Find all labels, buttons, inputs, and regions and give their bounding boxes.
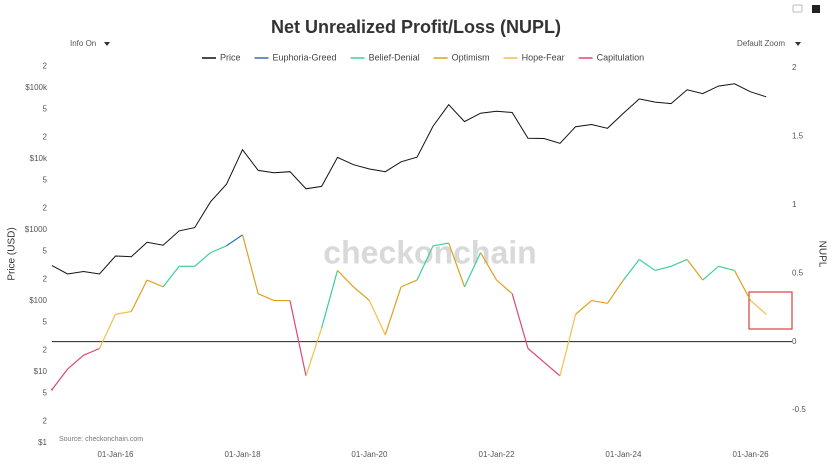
nupl-segment <box>400 279 418 288</box>
y-tick-label: $10 <box>34 367 48 376</box>
x-tick-label: 01-Jan-22 <box>479 450 516 459</box>
nupl-segment <box>416 245 434 281</box>
nupl-segment <box>575 300 592 315</box>
nupl-segment <box>622 259 640 281</box>
x-tick-label: 01-Jan-18 <box>225 450 262 459</box>
y-axis-label: Price (USD) <box>7 227 18 280</box>
x-tick-label: 01-Jan-16 <box>97 450 134 459</box>
y2-tick-label: 2 <box>792 63 797 72</box>
price-line <box>51 83 767 275</box>
y-tick-label: 5 <box>43 104 48 113</box>
y-tick-label: 5 <box>43 388 48 397</box>
nupl-segment <box>83 347 100 356</box>
y-tick-label: $1000 <box>25 225 48 234</box>
nupl-segment <box>432 242 449 247</box>
nupl-segment <box>289 300 307 377</box>
legend-label: Belief-Denial <box>369 52 420 62</box>
legend-label: Hope-Fear <box>522 52 565 62</box>
nupl-segment <box>146 279 164 288</box>
chart-title: Net Unrealized Profit/Loss (NUPL) <box>271 17 561 37</box>
nupl-segment <box>353 286 370 302</box>
legend-label: Price <box>220 52 241 62</box>
camera-icon[interactable] <box>792 4 803 13</box>
y-tick-label: 2 <box>43 204 48 213</box>
nupl-segment <box>559 314 577 377</box>
nupl-segment <box>527 348 545 363</box>
nupl-segment <box>511 293 529 349</box>
chart-icon[interactable] <box>812 5 820 13</box>
nupl-segment <box>670 258 688 267</box>
legend-label: Optimism <box>452 52 490 62</box>
nupl-segment <box>686 259 704 281</box>
zoom-select[interactable]: Default Zoom <box>737 39 785 48</box>
x-tick-label: 01-Jan-20 <box>351 450 388 459</box>
nupl-segment <box>162 265 180 288</box>
y-tick-label: 5 <box>43 246 48 255</box>
nupl-segment <box>448 242 466 288</box>
x-tick-label: 01-Jan-26 <box>733 450 770 459</box>
nupl-segment <box>226 234 243 247</box>
y2-tick-label: 1.5 <box>792 131 804 140</box>
y-tick-label: $10k <box>30 154 48 163</box>
y-tick-label: 2 <box>43 417 48 426</box>
legend-label: Euphoria-Greed <box>273 52 337 62</box>
y2-tick-label: 1 <box>792 200 797 209</box>
nupl-segment <box>384 286 402 335</box>
nupl-segment <box>67 354 84 370</box>
nupl-segment <box>305 327 323 377</box>
y-tick-label: 2 <box>43 346 48 355</box>
nupl-segment <box>734 270 752 301</box>
nupl-segment <box>654 265 672 272</box>
y-tick-label: $100k <box>25 83 48 92</box>
y-tick-label: $1 <box>38 438 47 447</box>
y-tick-label: 2 <box>43 62 48 71</box>
nupl-segment <box>130 279 148 312</box>
nupl-segment <box>702 265 719 281</box>
nupl-segment <box>321 270 339 329</box>
y-tick-label: 5 <box>43 317 48 326</box>
nupl-segment <box>750 300 767 315</box>
nupl-segment <box>496 279 513 295</box>
nupl-segment <box>115 310 132 315</box>
y-tick-label: 2 <box>43 275 48 284</box>
info-toggle[interactable]: Info On <box>70 39 96 48</box>
nupl-segment <box>194 252 211 267</box>
nupl-segment <box>51 368 69 390</box>
nupl-segment <box>606 279 624 304</box>
highlight-box <box>748 291 793 330</box>
nupl-segment <box>718 265 735 272</box>
source-note: Source: checkonchain.com <box>59 436 143 443</box>
dropdown-arrow <box>104 42 110 46</box>
y2-axis-label: NUPL <box>816 241 827 268</box>
nupl-segment <box>464 252 482 288</box>
nupl-segment <box>543 361 561 377</box>
y2-tick-label: 0.5 <box>792 268 804 277</box>
nupl-segment <box>480 252 498 281</box>
y2-tick-label: 0 <box>792 337 797 346</box>
nupl-segment <box>210 245 227 254</box>
y-tick-label: 2 <box>43 133 48 142</box>
nupl-segment <box>337 270 354 288</box>
y-tick-label: 5 <box>43 175 48 184</box>
legend-label: Capitulation <box>597 52 645 62</box>
nupl-segment <box>368 300 386 336</box>
nupl-segment <box>98 314 116 349</box>
nupl-segment <box>638 258 656 271</box>
nupl-segment <box>257 293 275 302</box>
dropdown-arrow <box>795 42 801 46</box>
y-tick-label: $100 <box>29 296 47 305</box>
y2-tick-label: -0.5 <box>792 405 806 414</box>
x-tick-label: 01-Jan-24 <box>605 450 642 459</box>
nupl-segment <box>241 234 259 294</box>
nupl-segment <box>591 299 608 304</box>
